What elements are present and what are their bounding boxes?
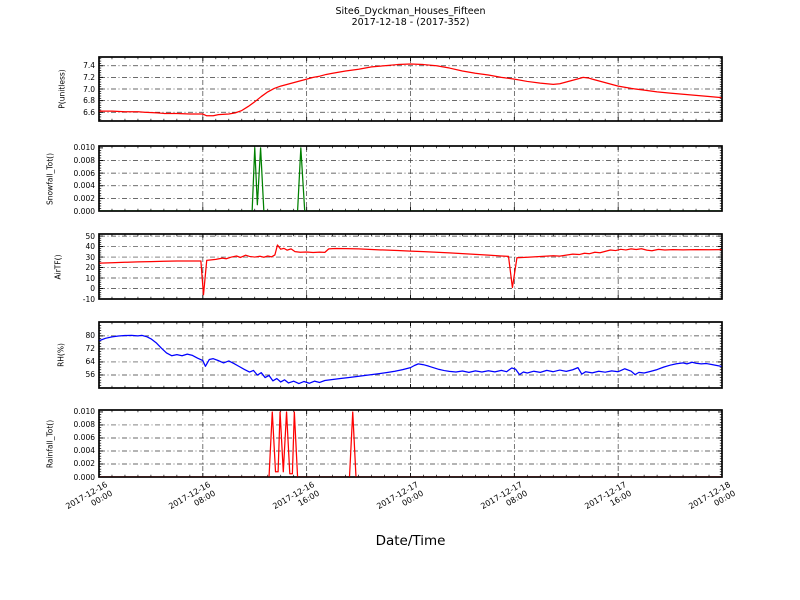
y-tick-label: 0.004 (73, 181, 95, 191)
y-tick-label: 0.002 (73, 193, 95, 203)
subplot-rh (98, 321, 723, 389)
y-tick-label: 0 (90, 284, 95, 294)
x-tick-label: 2017-12-16 16:00 (271, 480, 321, 520)
y-axis-title: Rainfall_Tot() (45, 419, 55, 468)
y-tick-label: 0.000 (73, 472, 95, 482)
y-tick-label: 10 (85, 273, 95, 283)
y-tick-label: 0.002 (73, 459, 95, 469)
subplot-p-unitless (98, 56, 723, 122)
y-tick-label: 80 (85, 331, 95, 341)
y-tick-label: 0.006 (73, 433, 95, 443)
subplot-airtf (98, 233, 723, 300)
x-tick-label: 2017-12-16 00:00 (64, 480, 114, 520)
y-axis-title: Snowfall_Tot() (45, 152, 55, 205)
y-tick-label: 0.006 (73, 168, 95, 178)
y-tick-label: 50 (85, 231, 95, 241)
series-line-1 (99, 63, 722, 117)
series-line-4 (99, 334, 722, 385)
y-tick-label: 0.004 (73, 446, 95, 456)
subplot-snowfall-tot (98, 145, 723, 212)
chart-title-line2: 2017-12-18 - (2017-352) (351, 17, 470, 28)
y-tick-label: 0.000 (73, 206, 95, 216)
y-tick-label: 72 (85, 344, 95, 354)
series-line-3 (99, 244, 722, 296)
series-line-2 (99, 147, 722, 211)
x-tick-label: 2017-12-17 16:00 (583, 480, 633, 520)
chart-title: Site6_Dyckman_Houses_Fifteen 2017-12-18 … (99, 6, 722, 28)
y-tick-label: 0.010 (73, 407, 95, 417)
y-tick-label: 6.6 (83, 107, 95, 117)
series-line-5 (99, 411, 722, 477)
chart-title-line1: Site6_Dyckman_Houses_Fifteen (335, 6, 486, 17)
y-tick-label: 40 (85, 242, 95, 252)
x-tick-label: 2017-12-16 08:00 (168, 480, 218, 520)
y-tick-label: 0.010 (73, 143, 95, 153)
y-tick-label: 7.4 (83, 61, 95, 71)
y-tick-label: 0.008 (73, 156, 95, 165)
x-tick-label: 2017-12-17 00:00 (375, 480, 425, 520)
y-tick-label: 7.2 (83, 72, 95, 82)
y-axis-title: P(unitless) (57, 69, 67, 109)
x-tick-label: 2017-12-17 08:00 (479, 480, 529, 520)
y-tick-label: 20 (85, 263, 95, 273)
y-tick-label: -10 (82, 294, 95, 304)
x-tick-label: 2017-12-18 00:00 (687, 480, 737, 520)
y-axis-title: RH(%) (56, 343, 66, 367)
x-axis-title: Date/Time (375, 533, 446, 549)
y-tick-label: 7.0 (83, 84, 95, 94)
y-tick-label: 64 (85, 357, 95, 367)
y-tick-label: 56 (85, 370, 95, 380)
y-tick-label: 30 (85, 252, 95, 262)
y-tick-label: 6.8 (83, 96, 95, 106)
subplot-rainfall-tot (98, 409, 723, 478)
y-axis-title: AirTF() (53, 253, 63, 280)
y-tick-label: 0.008 (73, 420, 95, 430)
